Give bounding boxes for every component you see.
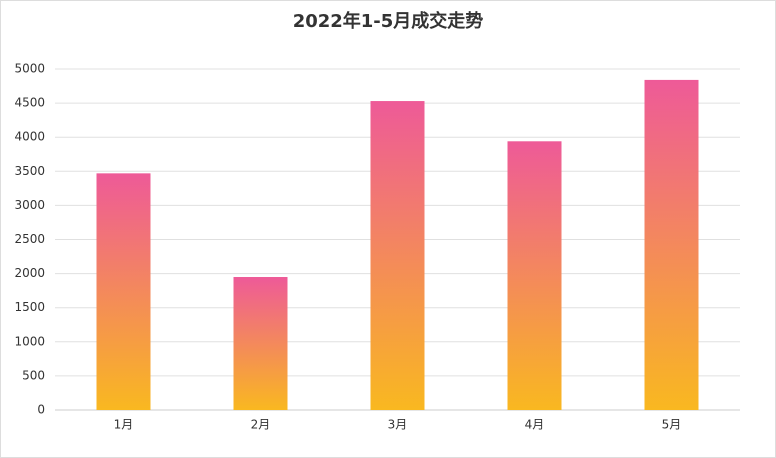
bar [233, 277, 288, 410]
x-tick-label: 3月 [388, 418, 408, 432]
y-tick-label: 0 [37, 403, 45, 417]
y-tick-label: 3500 [14, 164, 45, 178]
bar [96, 173, 151, 410]
y-tick-label: 500 [22, 368, 45, 382]
x-tick-label: 4月 [525, 418, 545, 432]
x-tick-label: 1月 [114, 418, 134, 432]
y-tick-label: 2500 [14, 232, 45, 246]
y-tick-label: 4500 [14, 96, 45, 110]
chart-title: 2022年1-5月成交走势 [293, 10, 484, 32]
bar [370, 101, 425, 410]
x-tick-label: 5月 [662, 418, 682, 432]
y-tick-label: 4000 [14, 130, 45, 144]
y-tick-label: 1500 [14, 300, 45, 314]
bar [507, 141, 562, 411]
y-tick-label: 2000 [14, 266, 45, 280]
y-tick-label: 5000 [14, 62, 45, 76]
x-tick-label: 2月 [251, 418, 271, 432]
y-tick-label: 3000 [14, 198, 45, 212]
y-tick-label: 1000 [14, 334, 45, 348]
bar [644, 79, 699, 411]
